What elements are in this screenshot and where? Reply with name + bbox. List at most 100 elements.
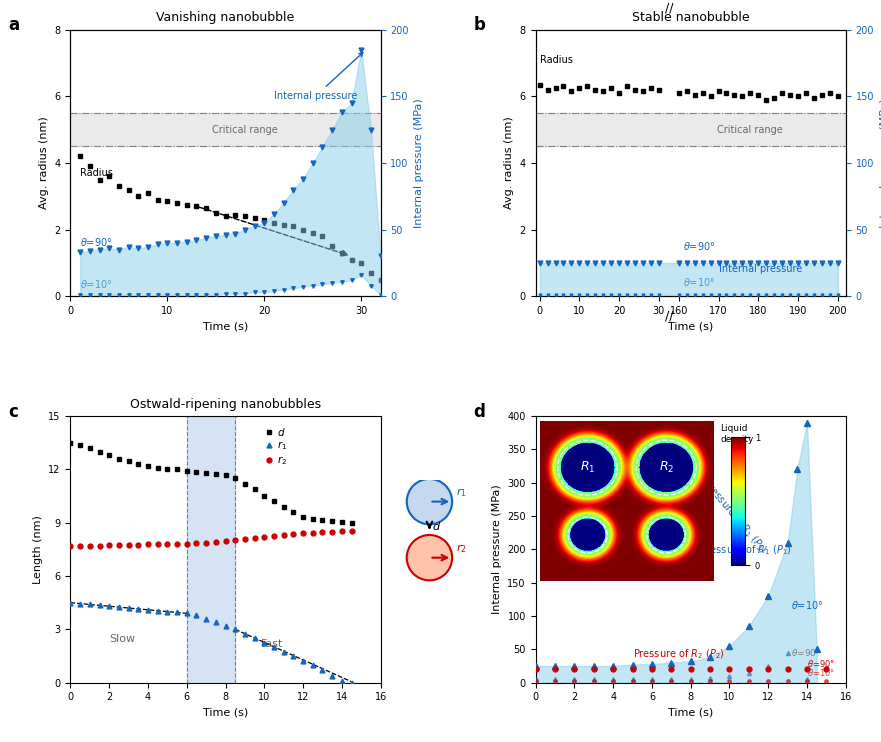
- Bar: [187, 416, 235, 683]
- $d$: [152, 463, 163, 472]
- $r_2$: [143, 539, 153, 548]
- $r_1$: [337, 677, 347, 686]
- $r_1$: [307, 660, 318, 669]
- Text: Critical range: Critical range: [717, 125, 783, 134]
- Y-axis label: Length (nm): Length (nm): [33, 515, 43, 584]
- $r_2$: [75, 542, 85, 551]
- $r_2$: [211, 538, 221, 547]
- $r_2$: [249, 533, 260, 542]
- Y-axis label: Internal pressure (MPa): Internal pressure (MPa): [492, 485, 502, 614]
- $d$: [346, 518, 357, 527]
- Text: $\theta$=10°: $\theta$=10°: [791, 600, 824, 611]
- $d$: [240, 479, 250, 488]
- $r_1$: [327, 671, 337, 680]
- $r_2$: [65, 542, 76, 551]
- $r_2$: [269, 531, 279, 540]
- $r_1$: [288, 651, 299, 660]
- $r_1$: [65, 598, 76, 607]
- $d$: [259, 492, 270, 501]
- $r_2$: [346, 526, 357, 535]
- $r_1$: [249, 634, 260, 643]
- Text: Internal pressure: Internal pressure: [719, 264, 802, 275]
- $r_1$: [346, 678, 357, 687]
- Circle shape: [407, 535, 452, 580]
- Text: Internal pressure: Internal pressure: [274, 53, 363, 101]
- $r_1$: [85, 600, 95, 609]
- Text: //: //: [664, 309, 673, 323]
- $d$: [269, 497, 279, 506]
- $d$: [298, 513, 308, 522]
- Text: b: b: [474, 16, 485, 34]
- Bar: [536, 113, 846, 146]
- $r_2$: [123, 540, 134, 549]
- Text: $R_1$: $R_1$: [580, 460, 596, 475]
- $d$: [133, 459, 144, 468]
- Text: $\theta$=10°: $\theta$=10°: [807, 667, 835, 678]
- $d$: [181, 467, 192, 476]
- Text: $\theta$=90°: $\theta$=90°: [791, 647, 822, 658]
- $r_2$: [152, 539, 163, 548]
- Text: Pressure of $R_2$ $(P_2)$: Pressure of $R_2$ $(P_2)$: [633, 648, 724, 661]
- $d$: [230, 474, 241, 483]
- Y-axis label: Avg. radius (nm): Avg. radius (nm): [39, 116, 49, 209]
- $r_1$: [259, 638, 270, 647]
- $r_1$: [181, 609, 192, 618]
- Text: $\theta$=10°: $\theta$=10°: [683, 276, 715, 288]
- $r_2$: [181, 539, 192, 548]
- $r_1$: [104, 602, 115, 611]
- $r_1$: [191, 611, 202, 620]
- $d$: [114, 454, 124, 463]
- $r_2$: [337, 526, 347, 535]
- $r_2$: [288, 530, 299, 539]
- Text: Fast: Fast: [261, 639, 283, 649]
- $r_1$: [75, 599, 85, 608]
- $d$: [65, 439, 76, 447]
- Y-axis label: Avg. radius (nm): Avg. radius (nm): [504, 116, 515, 209]
- Text: $\theta$=90°: $\theta$=90°: [80, 236, 113, 249]
- X-axis label: Time (s): Time (s): [203, 708, 248, 718]
- $d$: [337, 517, 347, 526]
- $r_2$: [191, 539, 202, 548]
- $r_2$: [94, 542, 105, 551]
- $d$: [220, 470, 231, 479]
- $r_2$: [259, 533, 270, 542]
- Text: a: a: [9, 16, 19, 34]
- Y-axis label: Internal pressure (MPa): Internal pressure (MPa): [414, 98, 425, 228]
- Text: c: c: [9, 403, 19, 421]
- $r_1$: [201, 614, 211, 623]
- $r_2$: [172, 539, 182, 548]
- $r_2$: [133, 540, 144, 549]
- $r_1$: [133, 605, 144, 614]
- $r_2$: [114, 540, 124, 549]
- $r_2$: [220, 537, 231, 546]
- $d$: [143, 462, 153, 470]
- Text: Pressure of $R_1$ $(P_1)$: Pressure of $R_1$ $(P_1)$: [700, 543, 792, 556]
- Text: $r_2$: $r_2$: [456, 542, 467, 555]
- Text: Slow: Slow: [109, 634, 136, 644]
- $r_2$: [85, 542, 95, 551]
- Title: Vanishing nanobubble: Vanishing nanobubble: [157, 11, 294, 24]
- Line: $r_1$: $r_1$: [68, 600, 354, 685]
- $r_2$: [317, 527, 328, 536]
- $r_1$: [172, 608, 182, 617]
- $r_2$: [201, 539, 211, 548]
- $d$: [85, 444, 95, 453]
- $d$: [278, 502, 289, 511]
- $r_2$: [298, 529, 308, 538]
- Text: $\theta$=10°: $\theta$=10°: [80, 278, 113, 290]
- X-axis label: Time (s): Time (s): [668, 708, 714, 718]
- $d$: [249, 485, 260, 493]
- Circle shape: [407, 479, 452, 525]
- $d$: [191, 467, 202, 476]
- $d$: [211, 470, 221, 479]
- Text: Liquid
density: Liquid density: [720, 424, 753, 444]
- $d$: [123, 456, 134, 465]
- $r_1$: [298, 657, 308, 666]
- Line: $d$: $d$: [68, 440, 354, 525]
- Text: $R_2$: $R_2$: [659, 460, 674, 475]
- $d$: [327, 516, 337, 525]
- $d$: [172, 465, 182, 474]
- Bar: [70, 113, 381, 146]
- Title: Stable nanobubble: Stable nanobubble: [632, 11, 750, 24]
- X-axis label: Time (s): Time (s): [668, 321, 714, 332]
